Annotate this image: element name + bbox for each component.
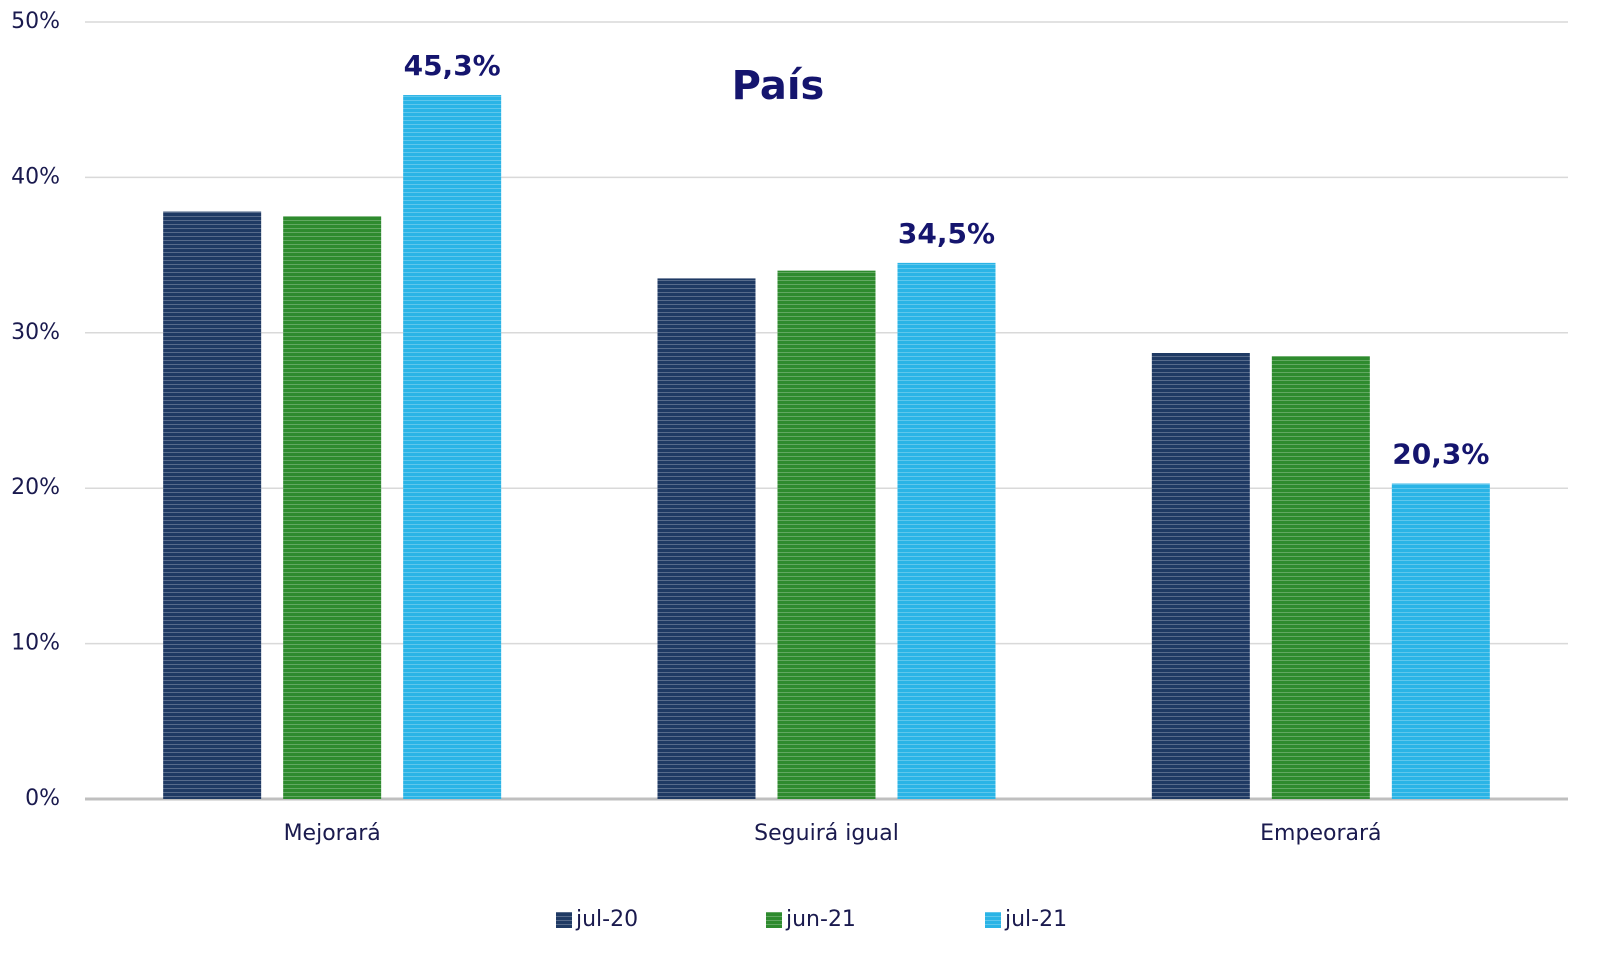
y-tick-label: 30% bbox=[11, 320, 60, 345]
legend-swatch bbox=[985, 912, 1001, 928]
y-tick-label: 0% bbox=[25, 786, 60, 811]
y-tick-label: 20% bbox=[11, 475, 60, 500]
y-tick-label: 10% bbox=[11, 631, 60, 656]
y-tick-label: 50% bbox=[11, 9, 60, 34]
bar bbox=[163, 211, 262, 799]
legend-label: jul-20 bbox=[575, 907, 638, 932]
y-tick-label: 40% bbox=[11, 164, 60, 189]
bar bbox=[283, 216, 382, 799]
chart-title: País bbox=[732, 63, 825, 109]
bar bbox=[777, 270, 876, 799]
x-tick-label: Seguirá igual bbox=[754, 821, 899, 846]
value-label: 45,3% bbox=[404, 49, 501, 82]
bar bbox=[1271, 356, 1370, 799]
bar bbox=[897, 262, 996, 799]
legend-label: jul-21 bbox=[1004, 907, 1067, 932]
legend-label: jun-21 bbox=[785, 907, 856, 932]
bar bbox=[1391, 483, 1490, 799]
value-label: 34,5% bbox=[898, 217, 995, 250]
x-tick-label: Mejorará bbox=[284, 821, 381, 846]
bar bbox=[403, 95, 502, 799]
x-tick-label: Empeorará bbox=[1260, 821, 1381, 846]
legend-swatch bbox=[556, 912, 572, 928]
bar bbox=[657, 278, 756, 799]
legend-swatch bbox=[766, 912, 782, 928]
bar bbox=[1151, 353, 1250, 799]
value-label: 20,3% bbox=[1392, 438, 1489, 471]
